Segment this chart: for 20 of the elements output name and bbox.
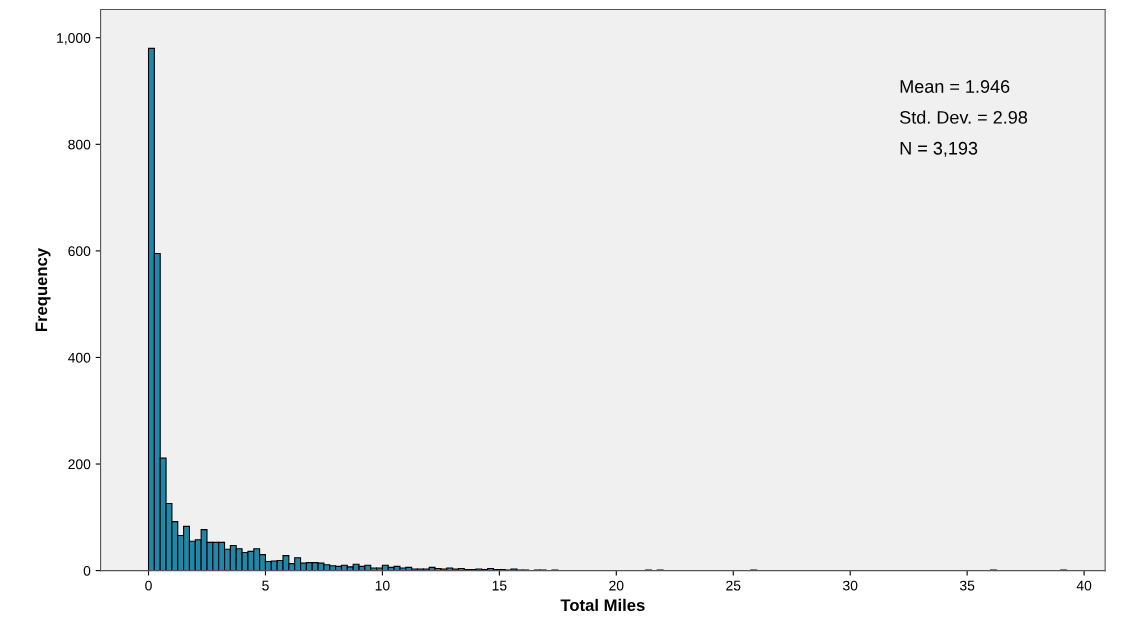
y-tick-label: 0 [83,565,91,576]
x-tick-label: 25 [726,580,741,591]
x-axis-title: Total Miles [560,598,645,612]
x-tick-label: 30 [843,580,858,591]
y-tick-label: 800 [68,139,91,150]
x-tick-label: 15 [492,580,507,591]
annotation: N = 3,193 [900,141,978,157]
annotation: Std. Dev. = 2.98 [900,110,1028,124]
x-tick-label: 40 [1076,580,1092,591]
x-tick-label: 0 [145,580,152,591]
x-tick-label: 35 [959,580,975,591]
y-tick-label: 400 [68,352,91,363]
x-tick-label: 5 [262,580,269,591]
y-tick-label: 200 [68,459,91,470]
y-tick-label: 1,000 [57,33,91,45]
x-tick-label: 20 [609,580,624,591]
x-tick-label: 10 [375,580,390,591]
annotation: Mean = 1.946 [900,80,1010,93]
y-tick-label: 600 [68,246,91,257]
y-axis-title: Frequency [35,248,51,332]
